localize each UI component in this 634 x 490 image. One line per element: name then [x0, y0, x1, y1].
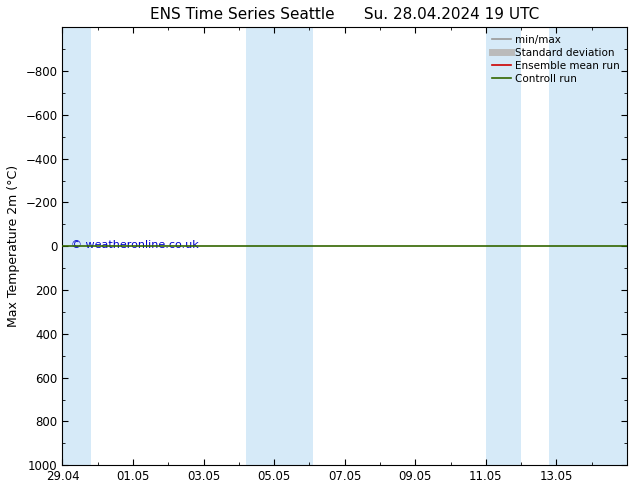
Bar	[550, 27, 631, 465]
Title: ENS Time Series Seattle      Su. 28.04.2024 19 UTC: ENS Time Series Seattle Su. 28.04.2024 1…	[150, 7, 540, 22]
Bar	[486, 27, 521, 465]
Bar	[59, 27, 91, 465]
Bar	[246, 27, 313, 465]
Legend: min/max, Standard deviation, Ensemble mean run, Controll run: min/max, Standard deviation, Ensemble me…	[488, 30, 624, 88]
Y-axis label: Max Temperature 2m (°C): Max Temperature 2m (°C)	[7, 165, 20, 327]
Text: © weatheronline.co.uk: © weatheronline.co.uk	[71, 240, 198, 250]
